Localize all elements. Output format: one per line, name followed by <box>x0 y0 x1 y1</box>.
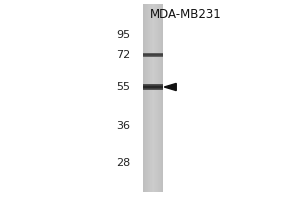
Text: MDA-MB231: MDA-MB231 <box>150 8 222 21</box>
Bar <box>150 4 151 192</box>
Polygon shape <box>164 83 176 91</box>
Bar <box>143 56 163 57</box>
Text: 55: 55 <box>116 82 130 92</box>
Bar <box>143 85 163 86</box>
Bar <box>149 4 150 192</box>
Text: 72: 72 <box>116 50 130 60</box>
Bar <box>143 53 163 54</box>
Bar <box>144 4 145 192</box>
Bar <box>161 4 162 192</box>
Bar <box>148 4 149 192</box>
Text: 95: 95 <box>116 30 130 40</box>
Text: 36: 36 <box>116 121 130 131</box>
Bar <box>143 54 163 55</box>
Bar <box>152 4 153 192</box>
Bar <box>143 84 163 85</box>
Bar <box>160 4 161 192</box>
Bar <box>151 4 152 192</box>
Bar <box>143 55 163 56</box>
Bar <box>147 4 148 192</box>
Bar <box>154 4 155 192</box>
Bar <box>158 4 159 192</box>
Bar <box>153 4 154 192</box>
Bar <box>156 4 157 192</box>
Bar <box>157 4 158 192</box>
Bar <box>162 4 163 192</box>
Bar <box>159 4 160 192</box>
Bar <box>143 87 163 88</box>
Bar <box>143 88 163 89</box>
Bar <box>145 4 146 192</box>
Bar <box>143 4 144 192</box>
Bar <box>146 4 147 192</box>
Bar <box>143 86 163 87</box>
Bar <box>155 4 156 192</box>
Bar <box>143 89 163 90</box>
Text: 28: 28 <box>116 158 130 168</box>
